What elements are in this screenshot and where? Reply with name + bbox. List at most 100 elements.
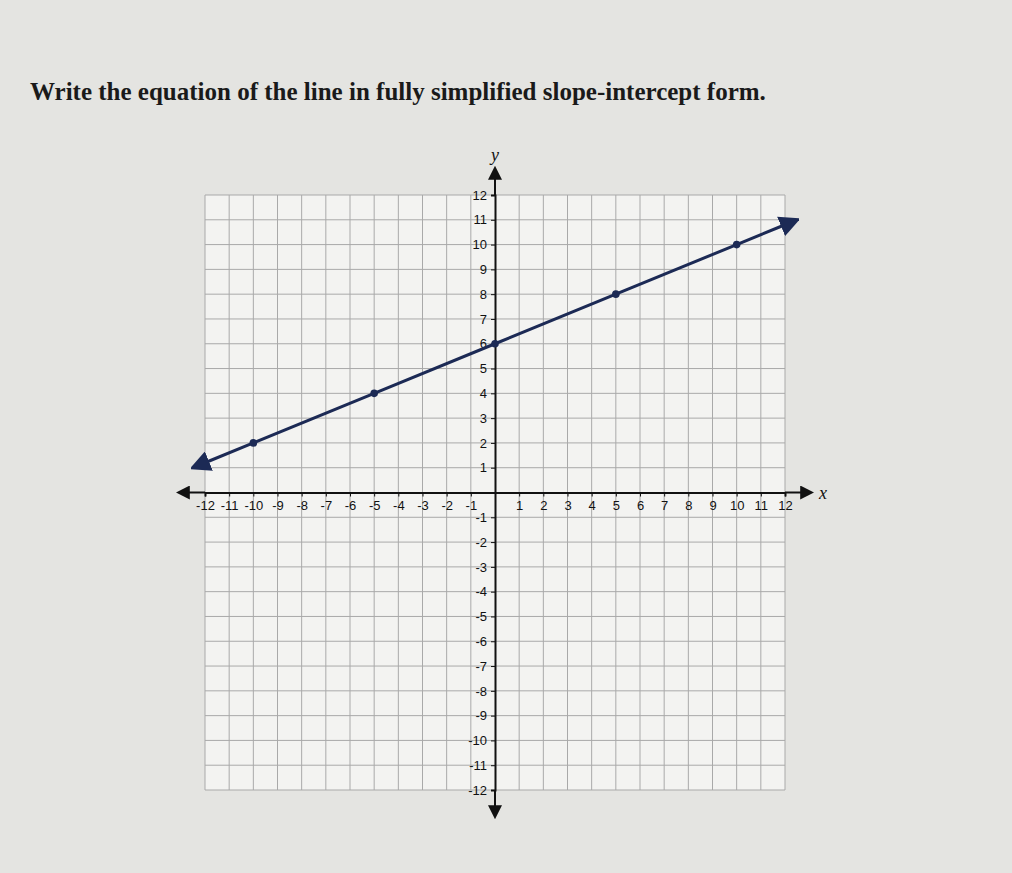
- x-tick-label: 7: [661, 498, 668, 513]
- x-tick-mark: [640, 493, 641, 497]
- x-tick-mark: [326, 493, 327, 497]
- y-tick-label: 4: [480, 386, 487, 401]
- x-tick-mark: [374, 493, 375, 497]
- x-tick-mark: [423, 493, 424, 497]
- point: [733, 241, 741, 249]
- y-tick-label: 11: [474, 212, 488, 227]
- x-tick-mark: [761, 493, 762, 497]
- y-tick-label: 3: [480, 411, 487, 426]
- x-tick: -6: [345, 493, 357, 513]
- x-tick: -9: [272, 493, 284, 513]
- x-tick-mark: [543, 493, 544, 497]
- y-axis-arrow: [494, 177, 496, 195]
- x-tick-label: 9: [709, 498, 716, 513]
- x-tick-label: 11: [755, 498, 769, 513]
- x-tick: 10: [730, 493, 744, 513]
- y-tick: -3: [475, 560, 495, 575]
- y-tick-mark: [491, 245, 495, 246]
- y-tick: -6: [475, 634, 495, 649]
- x-tick: 7: [661, 493, 668, 513]
- x-axis-arrow: [785, 492, 803, 494]
- y-tick-label: -1: [475, 510, 487, 525]
- y-tick-label: -7: [475, 659, 487, 674]
- y-tick-mark: [491, 542, 495, 543]
- y-axis: -12-11-10-9-8-7-6-5-4-3-2-11234567891011…: [468, 188, 495, 798]
- y-tick-label: -10: [468, 733, 487, 748]
- x-tick-mark: [737, 493, 738, 497]
- y-axis-line: [491, 196, 496, 791]
- x-tick-label: -2: [441, 498, 453, 513]
- x-tick-mark: [278, 493, 279, 497]
- y-tick: -8: [475, 683, 495, 698]
- y-tick: 5: [480, 361, 495, 376]
- x-tick-label: -3: [417, 498, 429, 513]
- y-tick-mark: [491, 691, 495, 692]
- y-tick-mark: [491, 641, 495, 642]
- x-tick-label: 5: [613, 498, 620, 513]
- x-tick-label: -7: [321, 498, 333, 513]
- y-tick: -12: [468, 783, 495, 798]
- x-tick: 6: [637, 493, 644, 513]
- x-tick-mark: [664, 493, 665, 497]
- x-tick: -8: [296, 493, 308, 513]
- y-tick-label: -8: [475, 683, 487, 698]
- x-tick: 1: [516, 493, 523, 513]
- x-tick: 12: [778, 493, 792, 513]
- y-tick: -1: [475, 510, 495, 525]
- y-tick-label: -11: [469, 758, 487, 773]
- y-tick-mark: [491, 319, 495, 320]
- x-tick-label: 6: [637, 498, 644, 513]
- y-tick: 3: [480, 411, 495, 426]
- x-tick-label: -5: [369, 498, 381, 513]
- x-tick-label: -9: [272, 498, 284, 513]
- y-tick-label: -3: [475, 560, 487, 575]
- x-tick-label: -6: [345, 498, 357, 513]
- y-axis-arrow: [494, 790, 496, 808]
- x-tick-mark: [519, 493, 520, 497]
- y-tick-label: 9: [480, 262, 487, 277]
- x-tick: -7: [321, 493, 333, 513]
- point: [491, 340, 499, 348]
- chart: Write the equation of the line in fully …: [0, 0, 1012, 873]
- x-axis: -12-11-10-9-8-7-6-5-4-3-2-11234567891011…: [196, 493, 793, 513]
- x-tick: -10: [244, 493, 263, 513]
- y-tick-label: -9: [475, 708, 487, 723]
- y-axis-title: y: [489, 145, 499, 165]
- y-tick-mark: [491, 765, 495, 766]
- y-tick-mark: [491, 269, 495, 270]
- y-tick-mark: [491, 716, 495, 717]
- y-tick-mark: [491, 443, 495, 444]
- y-tick: 2: [480, 436, 495, 451]
- point: [250, 439, 258, 447]
- x-tick-mark: [350, 493, 351, 497]
- x-tick-mark: [568, 493, 569, 497]
- y-tick-label: -4: [475, 584, 487, 599]
- x-tick: 3: [564, 493, 571, 513]
- x-tick-mark: [229, 493, 230, 497]
- y-tick-mark: [491, 567, 495, 568]
- y-tick: 8: [480, 287, 495, 302]
- x-tick-label: -12: [196, 498, 215, 513]
- y-tick-mark: [491, 616, 495, 617]
- x-tick-mark: [713, 493, 714, 497]
- x-tick-label: 2: [540, 498, 547, 513]
- y-tick: -7: [475, 659, 495, 674]
- x-tick-label: -11: [221, 498, 239, 513]
- y-tick: 4: [480, 386, 495, 401]
- x-tick-label: -4: [393, 498, 405, 513]
- y-tick: 11: [474, 212, 496, 227]
- y-tick-label: -2: [475, 535, 487, 550]
- y-tick-mark: [491, 393, 495, 394]
- x-tick: -12: [196, 493, 215, 513]
- x-tick-mark: [471, 493, 472, 497]
- x-tick: -4: [393, 493, 405, 513]
- x-tick-mark: [616, 493, 617, 497]
- x-tick-label: 4: [589, 498, 596, 513]
- x-tick-mark: [302, 493, 303, 497]
- y-tick: -9: [475, 708, 495, 723]
- x-tick-label: 1: [516, 498, 523, 513]
- y-tick: 12: [473, 188, 495, 203]
- x-tick: -5: [369, 493, 381, 513]
- y-tick: -5: [475, 609, 495, 624]
- y-tick-mark: [491, 195, 495, 196]
